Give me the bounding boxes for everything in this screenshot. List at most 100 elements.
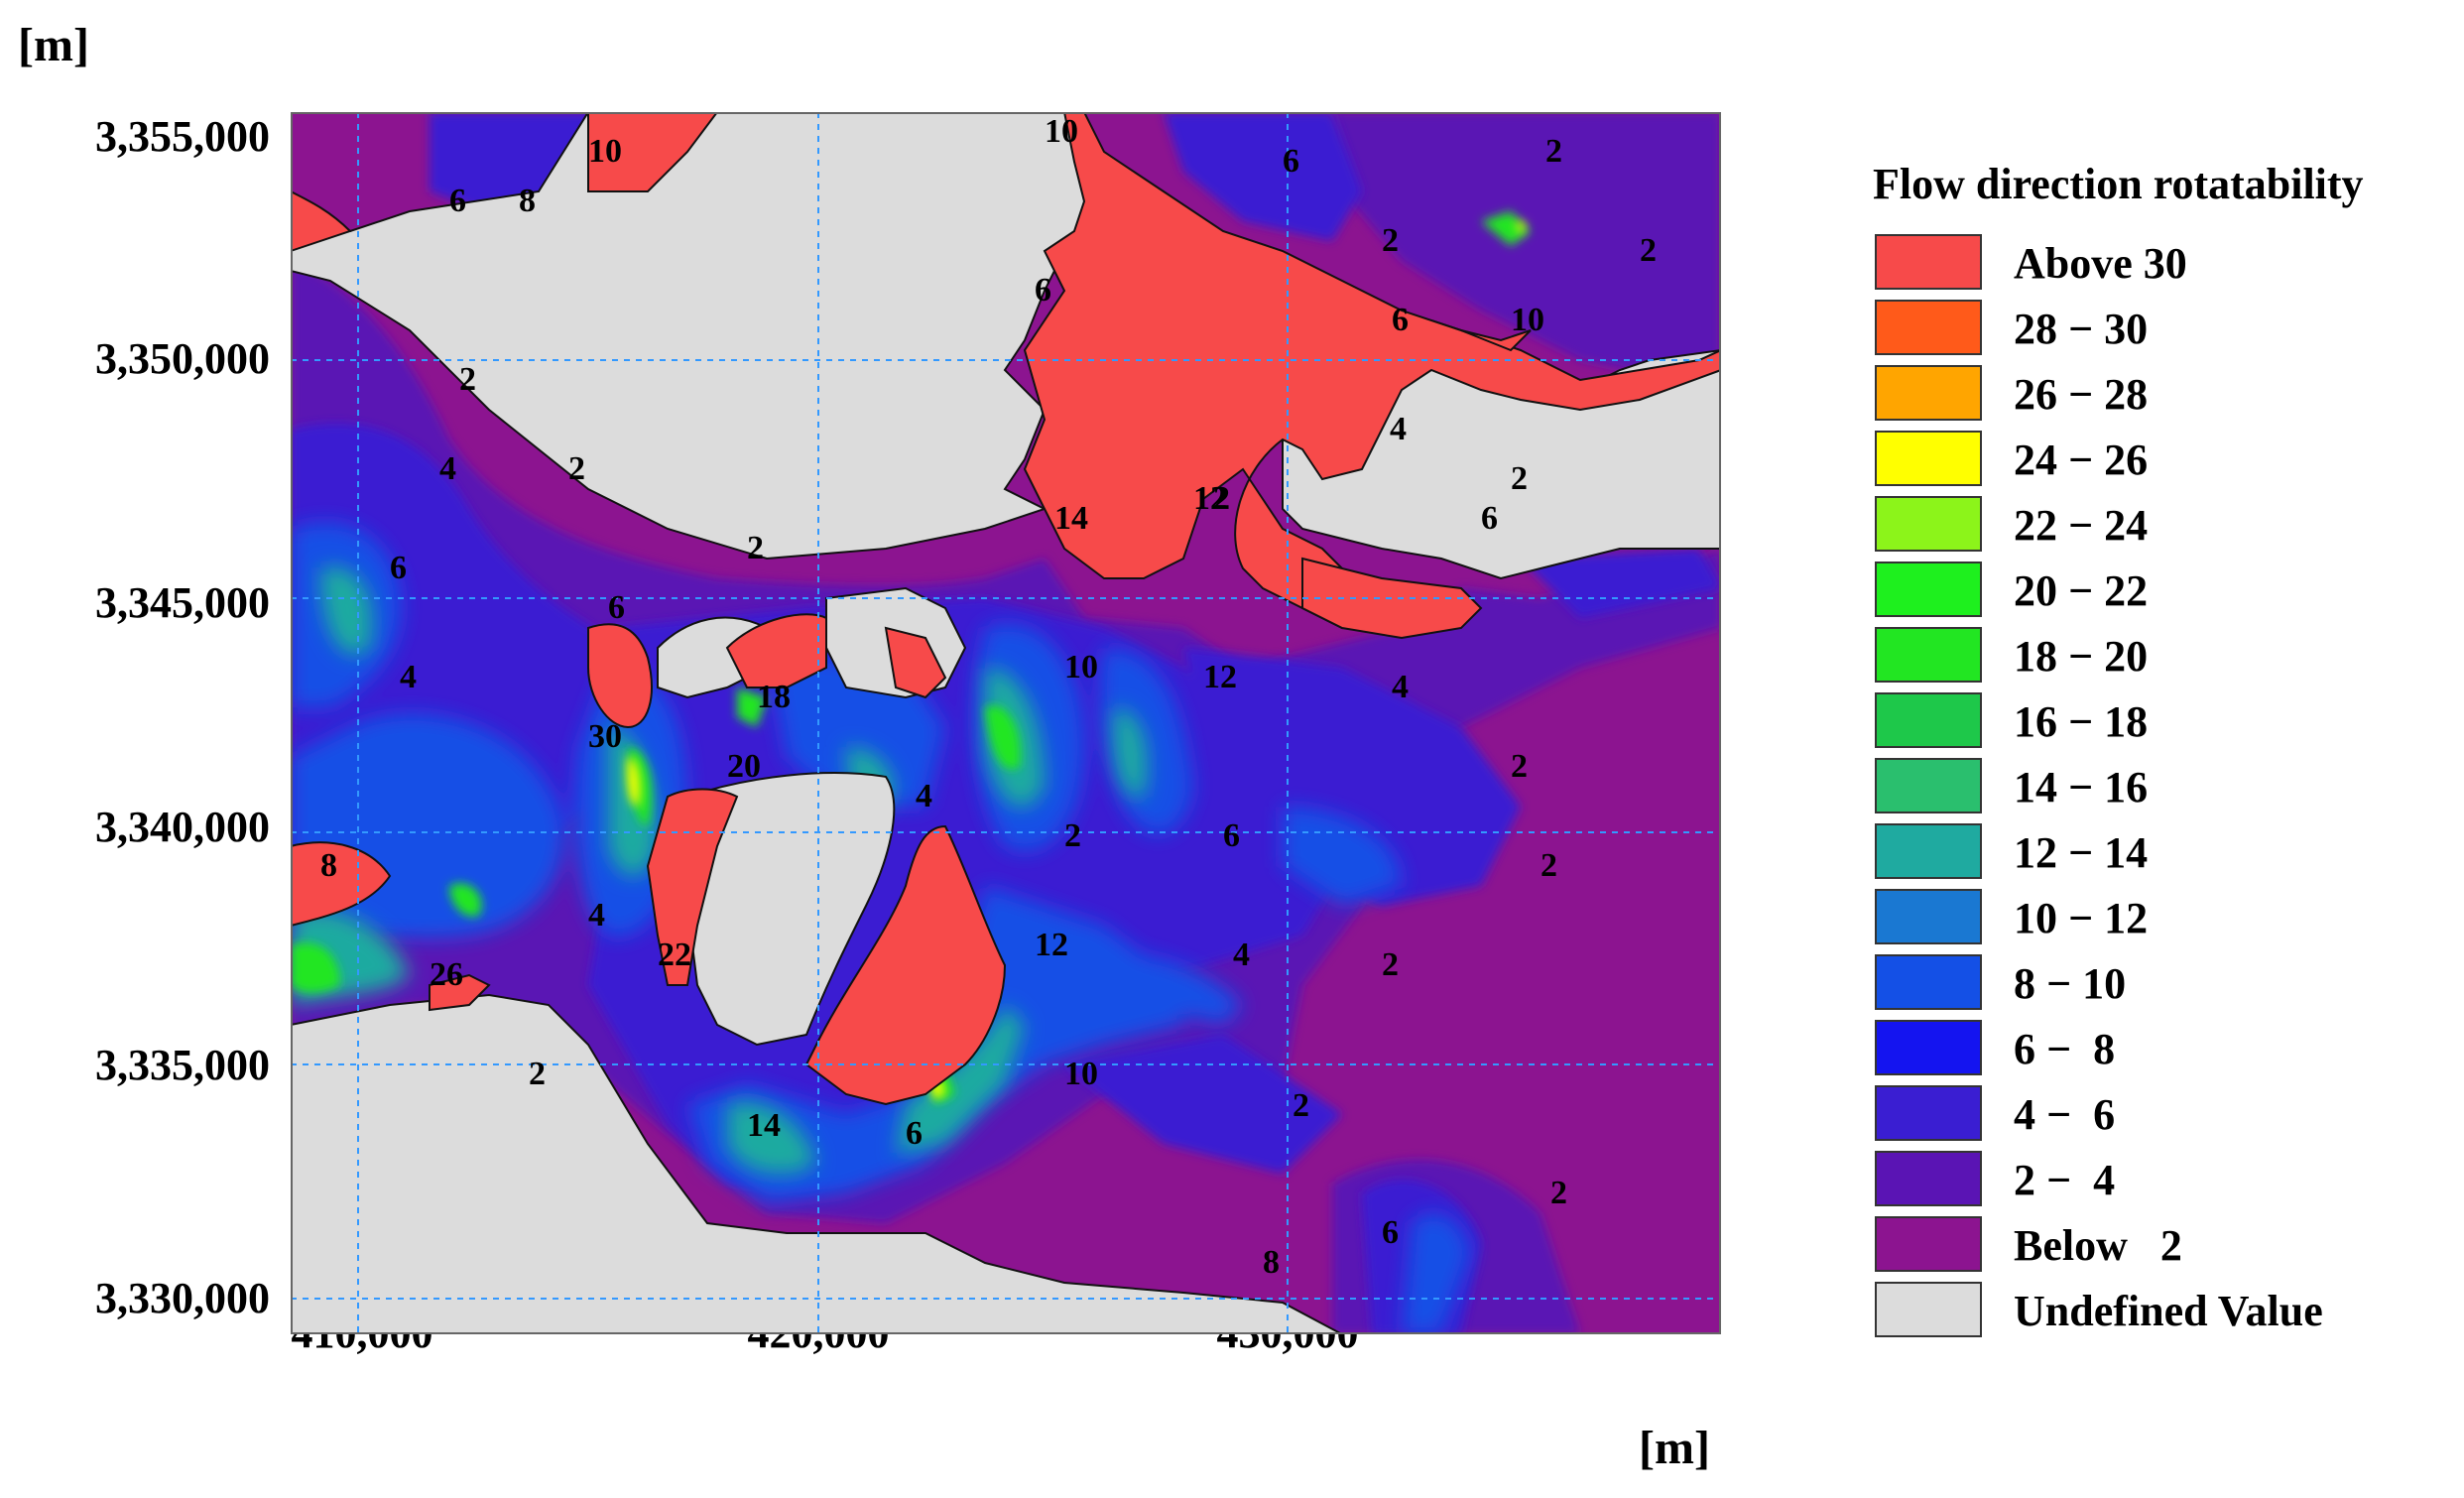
- contour-label: 8: [519, 183, 536, 219]
- contour-label: 10: [1045, 113, 1078, 150]
- contour-label: 2: [568, 450, 585, 487]
- contour-label: 2: [1382, 222, 1399, 259]
- legend-swatch: [1875, 365, 1982, 421]
- contour-label: 10: [1511, 302, 1544, 338]
- legend-item: 8 − 10: [1875, 954, 2450, 1012]
- legend-label: Above 30: [2014, 239, 2187, 288]
- contour-label: 2: [747, 530, 764, 566]
- x-axis-unit: [m]: [1639, 1422, 1710, 1474]
- legend-label: 4 − 6: [2014, 1090, 2116, 1139]
- contour-label: 4: [1233, 936, 1250, 973]
- y-tick-label: 3,330,000: [95, 1274, 270, 1322]
- contour-label: 6: [1392, 302, 1409, 338]
- legend-item: 28 − 30: [1875, 300, 2450, 357]
- y-axis-unit: [m]: [18, 19, 89, 71]
- legend-swatch: [1875, 562, 1982, 617]
- grid-lines: [291, 112, 1721, 1334]
- legend-swatch: [1875, 1216, 1982, 1272]
- contour-label: 10: [588, 133, 622, 170]
- legend-item: 22 − 24: [1875, 496, 2450, 554]
- legend-label: 12 − 14: [2014, 828, 2149, 877]
- legend-item: 10 − 12: [1875, 889, 2450, 946]
- legend-swatch: [1875, 1151, 1982, 1206]
- contour-label: 6: [390, 550, 407, 586]
- contour-label: 14: [747, 1107, 781, 1144]
- contour-label: 2: [1213, 480, 1230, 517]
- contour-label: 6: [1223, 817, 1240, 854]
- zone-above-30: [291, 112, 1721, 1106]
- legend-swatch: [1875, 627, 1982, 683]
- contour-label: 2: [1550, 1175, 1567, 1211]
- legend-swatch: [1875, 1282, 1982, 1337]
- legend-label: 16 − 18: [2014, 697, 2149, 746]
- contour-label: 2: [1382, 946, 1399, 983]
- contour-label: 12: [1035, 927, 1068, 963]
- contour-label: 6: [449, 183, 466, 219]
- contour-label: 12: [1193, 480, 1227, 517]
- contour-label: 4: [588, 897, 605, 934]
- legend-label: 22 − 24: [2014, 501, 2149, 550]
- legend-label: 6 − 8: [2014, 1025, 2116, 1073]
- contour-label: 2: [529, 1056, 546, 1092]
- contour-label: 20: [727, 748, 761, 785]
- y-tick-label: 3,335,000: [95, 1041, 270, 1089]
- legend-item: 6 − 8: [1875, 1020, 2450, 1077]
- legend-item: Below 2: [1875, 1216, 2450, 1274]
- legend-swatch: [1875, 889, 1982, 944]
- contour-label: 8: [1263, 1244, 1280, 1281]
- legend-item: 14 − 16: [1875, 758, 2450, 815]
- contour-label: 2: [1511, 748, 1528, 785]
- legend-label: 20 − 22: [2014, 566, 2149, 615]
- legend-item: 26 − 28: [1875, 365, 2450, 423]
- legend-label: 28 − 30: [2014, 305, 2149, 353]
- legend-label: 26 − 28: [2014, 370, 2149, 419]
- contour-label: 4: [400, 659, 417, 695]
- contour-label: 6: [608, 589, 625, 626]
- legend-item: 4 − 6: [1875, 1085, 2450, 1143]
- contour-label: 30: [588, 718, 622, 755]
- contour-label: 6: [1283, 143, 1299, 180]
- legend-item: 16 − 18: [1875, 692, 2450, 750]
- contour-label: 26: [430, 956, 463, 993]
- contour-label: 10: [1064, 1056, 1098, 1092]
- legend-swatch: [1875, 758, 1982, 813]
- legend-swatch: [1875, 692, 1982, 748]
- contour-label: 12: [1203, 659, 1237, 695]
- legend-swatch: [1875, 1020, 1982, 1075]
- legend-swatch: [1875, 300, 1982, 355]
- legend-label: 2 − 4: [2014, 1156, 2116, 1204]
- y-tick-label: 3,350,000: [95, 334, 270, 383]
- legend-item: 12 − 14: [1875, 823, 2450, 881]
- legend-item: Above 30: [1875, 234, 2450, 292]
- contour-label: 2: [1511, 460, 1528, 497]
- contour-map: 2 2 2 2 2 2 2 2 2 2 2 2 2 2 2 4 4 4 4 4 …: [291, 112, 1721, 1334]
- legend-label: 8 − 10: [2014, 959, 2127, 1008]
- legend-item: 24 − 26: [1875, 431, 2450, 488]
- y-tick-label: 3,355,000: [95, 112, 270, 161]
- contour-label: 10: [1064, 649, 1098, 686]
- contour-label: 4: [439, 450, 456, 487]
- legend-swatch: [1875, 823, 1982, 879]
- legend-label: Below 2: [2014, 1221, 2182, 1270]
- legend-label: 10 − 12: [2014, 894, 2149, 942]
- legend-swatch: [1875, 954, 1982, 1010]
- contour-label: 2: [1064, 817, 1081, 854]
- contour-label: 18: [757, 679, 791, 715]
- contour-label: 2: [1293, 1087, 1309, 1124]
- legend-swatch: [1875, 496, 1982, 552]
- legend-label: 18 − 20: [2014, 632, 2149, 681]
- contour-label: 2: [1640, 232, 1657, 269]
- contour-label: 14: [1054, 500, 1088, 537]
- contour-label: 2: [1540, 847, 1557, 884]
- legend-swatch: [1875, 1085, 1982, 1141]
- contour-label: 22: [658, 936, 691, 973]
- contour-label: 4: [916, 778, 932, 814]
- contour-label: 2: [459, 361, 476, 398]
- contour-label: 4: [1392, 669, 1409, 705]
- contour-label: 2: [1545, 133, 1562, 170]
- legend-item: 18 − 20: [1875, 627, 2450, 685]
- legend-item: 2 − 4: [1875, 1151, 2450, 1208]
- legend-item: 20 − 22: [1875, 562, 2450, 619]
- y-tick-label: 3,340,000: [95, 803, 270, 851]
- legend-swatch: [1875, 234, 1982, 290]
